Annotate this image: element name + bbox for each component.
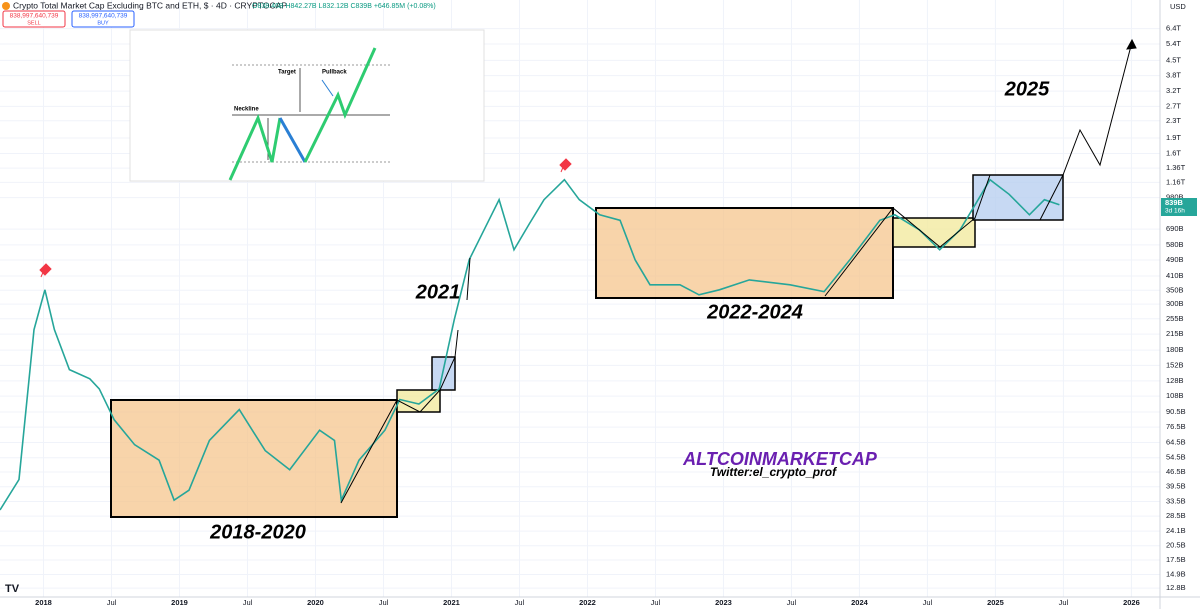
y-tick-label: 3.2T	[1166, 86, 1181, 95]
y-tick-label: 76.5B	[1166, 422, 1186, 431]
y-tick-label: 12.8B	[1166, 583, 1186, 592]
x-tick-label: 2024	[851, 598, 869, 607]
y-tick-label: 20.5B	[1166, 541, 1186, 550]
trend-line	[439, 329, 459, 391]
y-tick-label: 2.7T	[1166, 101, 1181, 110]
ohlc: O838.46B H842.27B L832.12B C839B +646.85…	[252, 3, 436, 10]
y-tick-label: 1.6T	[1166, 148, 1181, 157]
inset: Target Pullback Neckline	[129, 29, 485, 182]
x-tick-label: 2025	[987, 598, 1004, 607]
symbol-icon	[2, 2, 10, 10]
y-tick-label: 6.4T	[1166, 24, 1181, 33]
y-tick-label: 1.9T	[1166, 133, 1181, 142]
x-tick-label: Jul	[923, 598, 933, 607]
inset-label: Pullback	[322, 70, 347, 76]
axis-unit: USD	[1170, 2, 1186, 11]
buy-button[interactable]	[71, 10, 135, 28]
chart-title: Crypto Total Market Cap Excluding BTC an…	[13, 0, 287, 10]
x-tick-label: 2020	[307, 598, 324, 607]
x-tick-label: Jul	[379, 598, 389, 607]
range-box	[595, 207, 894, 299]
y-tick-label: 2.3T	[1166, 116, 1181, 125]
inset-label: Neckline	[234, 107, 259, 113]
annotation: 2022-2024	[706, 301, 803, 323]
x-tick-label: Jul	[515, 598, 525, 607]
arrow-head	[1126, 38, 1137, 50]
y-tick-label: 14.9B	[1166, 569, 1186, 578]
y-tick-label: 580B	[1166, 240, 1184, 249]
x-tick-label: Jul	[651, 598, 661, 607]
annotation: 2021	[415, 281, 461, 303]
sell-button[interactable]	[2, 10, 66, 28]
y-tick-label: 46.5B	[1166, 467, 1186, 476]
y-tick-label: 490B	[1166, 255, 1184, 264]
annotation: 2018-2020	[209, 521, 306, 543]
x-tick-label: Jul	[243, 598, 253, 607]
x-tick-label: 2019	[171, 598, 188, 607]
y-tick-label: 300B	[1166, 299, 1184, 308]
y-tick-label: 39.5B	[1166, 482, 1186, 491]
y-tick-label: 3.8T	[1166, 71, 1181, 80]
y-tick-label: 64.5B	[1166, 438, 1186, 447]
range-box	[110, 399, 398, 518]
range-box	[972, 174, 1064, 221]
ticks: 12.8B 14.9B 17.5B 20.5B 24.1B 28.5B 33.5B 39.5B…	[35, 24, 1185, 607]
marker	[39, 263, 52, 278]
x-tick-label: 2023	[715, 598, 732, 607]
annotation: ALTCOINMARKETCAP	[682, 449, 878, 469]
x-tick-label: 2018	[35, 598, 52, 607]
y-tick-label: 90.5B	[1166, 407, 1186, 416]
y-tick-label: 17.5B	[1166, 555, 1186, 564]
annotation: 2025	[1004, 78, 1050, 100]
x-tick-label: Jul	[1059, 598, 1069, 607]
sell-price[interactable]: 838,997,640,739	[10, 13, 59, 20]
price-tag-countdown: 3d 16h	[1165, 208, 1185, 215]
y-tick-label: 128B	[1166, 376, 1184, 385]
buy-price[interactable]: 838,997,640,739	[79, 13, 128, 20]
projection	[1039, 41, 1133, 221]
x-tick-label: Jul	[787, 598, 797, 607]
inset-label: Target	[278, 70, 296, 76]
y-tick-label: 255B	[1166, 314, 1184, 323]
range-box	[431, 356, 456, 391]
price-tag	[1161, 198, 1197, 216]
trend-line	[824, 174, 991, 297]
y-tick-label: 1.36T	[1166, 163, 1186, 172]
logo: TV	[5, 583, 20, 595]
trend-line	[466, 257, 471, 301]
y-tick-label: 180B	[1166, 345, 1184, 354]
price-line	[0, 178, 1060, 511]
buy-label[interactable]: BUY	[97, 20, 109, 26]
x-tick-label: Jul	[107, 598, 117, 607]
price-tag-label: 839B	[1165, 198, 1184, 207]
y-tick-label: 108B	[1166, 391, 1184, 400]
annotation: Twitter:el_crypto_prof	[710, 465, 837, 479]
y-tick-label: 152B	[1166, 360, 1184, 369]
x-tick-label: 2021	[443, 598, 460, 607]
y-tick-label: 28.5B	[1166, 511, 1186, 520]
inset-pattern	[303, 47, 377, 163]
series	[0, 178, 1060, 511]
y-tick-label: 24.1B	[1166, 526, 1186, 535]
y-tick-label: 33.5B	[1166, 497, 1186, 506]
x-tick-label: 2026	[1123, 598, 1140, 607]
sell-label[interactable]: SELL	[27, 20, 40, 26]
trend-line	[340, 389, 441, 504]
y-tick-label: 690B	[1166, 224, 1184, 233]
y-tick-label: 1.16T	[1166, 177, 1186, 186]
y-tick-label: 410B	[1166, 271, 1184, 280]
trend-lines	[340, 38, 1137, 504]
y-tick-label: 980B	[1166, 193, 1184, 202]
y-tick-label: 215B	[1166, 329, 1184, 338]
inset-pattern	[228, 113, 282, 181]
y-tick-label: 5.4T	[1166, 39, 1181, 48]
inset-arrow	[321, 79, 334, 97]
y-tick-label: 54.5B	[1166, 453, 1186, 462]
inset-pattern	[278, 117, 307, 163]
marker	[559, 158, 572, 173]
x-tick-label: 2022	[579, 598, 596, 607]
y-tick-label: 4.5T	[1166, 55, 1181, 64]
y-tick-label: 350B	[1166, 285, 1184, 294]
